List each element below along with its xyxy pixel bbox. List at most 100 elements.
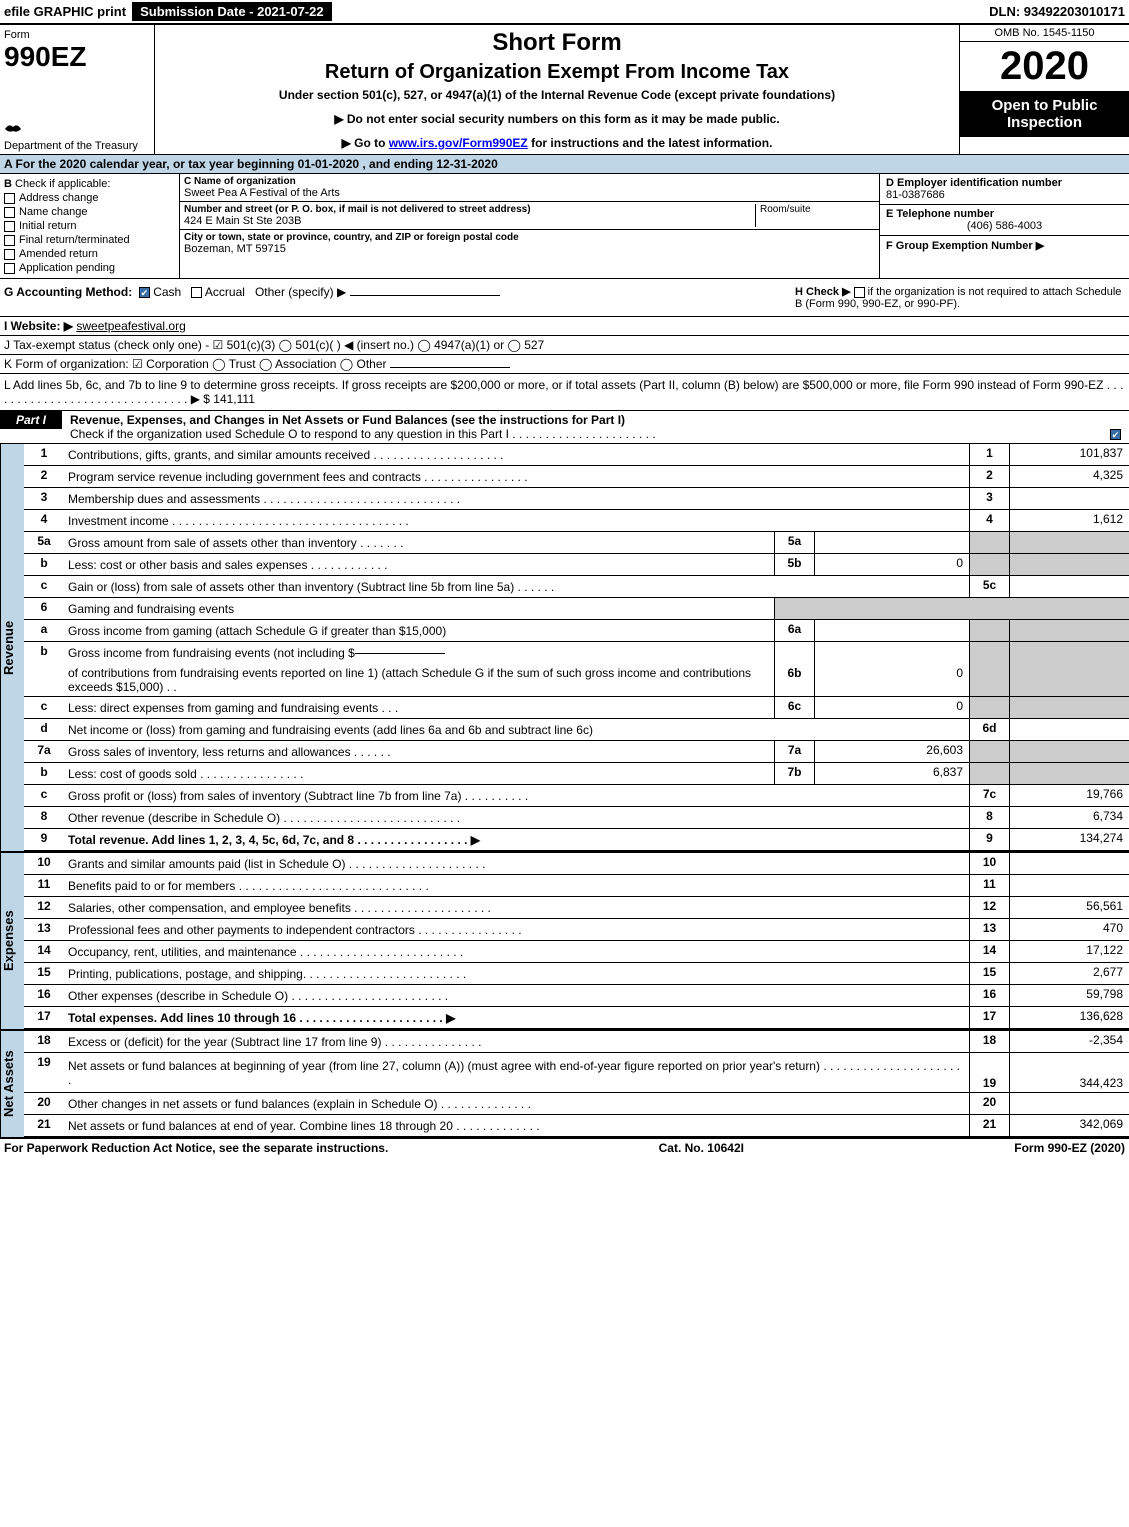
6b-amount-input[interactable]: [355, 653, 445, 654]
line-desc: Grants and similar amounts paid (list in…: [64, 853, 969, 874]
h-schedule-b: H Check ▶ if the organization is not req…: [795, 285, 1125, 310]
line-desc: Less: direct expenses from gaming and fu…: [64, 697, 774, 718]
department-label: Department of the Treasury: [4, 140, 138, 152]
line-num: 17: [24, 1007, 64, 1028]
line-rnum: 13: [969, 919, 1009, 940]
line-desc: Program service revenue including govern…: [64, 466, 969, 487]
line-num: 6: [24, 598, 64, 619]
line-17: 17 Total expenses. Add lines 10 through …: [24, 1007, 1129, 1029]
line-rval: 470: [1009, 919, 1129, 940]
ein-value: 81-0387686: [886, 189, 1123, 201]
line-num: 21: [24, 1115, 64, 1136]
irs-link[interactable]: www.irs.gov/Form990EZ: [389, 136, 528, 150]
line-rnum-shaded: [969, 741, 1009, 762]
line-num: 16: [24, 985, 64, 1006]
line-snum: 7a: [774, 741, 814, 762]
line-11: 11 Benefits paid to or for members . . .…: [24, 875, 1129, 897]
goto-note: ▶ Go to www.irs.gov/Form990EZ for instru…: [159, 136, 955, 150]
line-num: 4: [24, 510, 64, 531]
line-rnum: 21: [969, 1115, 1009, 1136]
checkbox-icon: [4, 221, 15, 232]
return-title: Return of Organization Exempt From Incom…: [159, 61, 955, 84]
line-rnum-shaded: [969, 532, 1009, 553]
other-specify-input[interactable]: [350, 295, 500, 296]
line-16: 16 Other expenses (describe in Schedule …: [24, 985, 1129, 1007]
part-i-subtitle: Check if the organization used Schedule …: [70, 427, 656, 441]
line-desc: Net income or (loss) from gaming and fun…: [64, 719, 969, 740]
line-num: 13: [24, 919, 64, 940]
checkbox-application-pending[interactable]: Application pending: [4, 262, 175, 274]
expenses-side-label: Expenses: [0, 853, 24, 1029]
checkbox-name-change[interactable]: Name change: [4, 206, 175, 218]
part-i-label: Part I: [0, 411, 62, 429]
checkbox-final-return[interactable]: Final return/terminated: [4, 234, 175, 246]
line-desc: Less: cost or other basis and sales expe…: [64, 554, 774, 575]
footer-mid: Cat. No. 10642I: [659, 1141, 744, 1155]
line-snum: 6c: [774, 697, 814, 718]
line-num: 1: [24, 444, 64, 465]
line-5b: b Less: cost or other basis and sales ex…: [24, 554, 1129, 576]
line-rnum: 11: [969, 875, 1009, 896]
line-rnum: 2: [969, 466, 1009, 487]
line-desc: Professional fees and other payments to …: [64, 919, 969, 940]
checkbox-label: Application pending: [19, 262, 115, 274]
line-sval: [814, 620, 969, 641]
b-text: Check if applicable:: [15, 178, 110, 190]
city-label: City or town, state or province, country…: [184, 232, 519, 243]
line-desc: Occupancy, rent, utilities, and maintena…: [64, 941, 969, 962]
line-sval: [814, 532, 969, 553]
checkbox-address-change[interactable]: Address change: [4, 192, 175, 204]
website-value: sweetpeafestival.org: [76, 319, 185, 333]
line-snum: 7b: [774, 763, 814, 784]
line-3: 3 Membership dues and assessments . . . …: [24, 488, 1129, 510]
tax-year-row: A For the 2020 calendar year, or tax yea…: [0, 155, 1129, 174]
accounting-method: G Accounting Method: Cash Accrual Other …: [4, 285, 795, 310]
accrual-checkbox[interactable]: [191, 287, 202, 298]
h-checkbox[interactable]: [854, 287, 865, 298]
line-rval-shaded: [1009, 664, 1129, 696]
line-desc: Other expenses (describe in Schedule O) …: [64, 985, 969, 1006]
line-17-bold: Total expenses. Add lines 10 through 16 …: [68, 1011, 455, 1025]
line-7b: b Less: cost of goods sold . . . . . . .…: [24, 763, 1129, 785]
line-num: 5a: [24, 532, 64, 553]
cash-label: Cash: [153, 285, 181, 299]
line-rval: [1009, 488, 1129, 509]
line-num: b: [24, 554, 64, 575]
line-rnum: 4: [969, 510, 1009, 531]
checkbox-amended-return[interactable]: Amended return: [4, 248, 175, 260]
part-i-header: Part I Revenue, Expenses, and Changes in…: [0, 411, 1129, 444]
b-label: B: [4, 178, 12, 190]
line-sval: 0: [814, 554, 969, 575]
group-exemption-row: F Group Exemption Number ▶: [880, 236, 1129, 255]
line-rval: 2,677: [1009, 963, 1129, 984]
line-14: 14 Occupancy, rent, utilities, and maint…: [24, 941, 1129, 963]
line-num: 14: [24, 941, 64, 962]
checkbox-initial-return[interactable]: Initial return: [4, 220, 175, 232]
form-of-org-row: K Form of organization: ☑ Corporation ◯ …: [0, 355, 1129, 374]
schedule-o-checkbox[interactable]: [1110, 429, 1121, 440]
line-rnum: 20: [969, 1093, 1009, 1114]
efile-label: efile GRAPHIC print: [4, 4, 126, 19]
checkbox-label: Amended return: [19, 248, 98, 260]
line-desc: Gross profit or (loss) from sales of inv…: [64, 785, 969, 806]
line-12: 12 Salaries, other compensation, and emp…: [24, 897, 1129, 919]
cash-checkbox[interactable]: [139, 287, 150, 298]
section-c: C Name of organization Sweet Pea A Festi…: [180, 174, 879, 278]
form-number: 990EZ: [4, 41, 150, 73]
line-desc: Salaries, other compensation, and employ…: [64, 897, 969, 918]
phone-value: (406) 586-4003: [886, 220, 1123, 232]
line-num: 20: [24, 1093, 64, 1114]
line-desc: Investment income . . . . . . . . . . . …: [64, 510, 969, 531]
k-other-input[interactable]: [390, 367, 510, 368]
blank: [774, 642, 814, 664]
l-text: L Add lines 5b, 6c, and 7b to line 9 to …: [4, 378, 1123, 406]
line-desc: Benefits paid to or for members . . . . …: [64, 875, 969, 896]
line-rval: [1009, 853, 1129, 874]
line-num: b: [24, 763, 64, 784]
footer-left: For Paperwork Reduction Act Notice, see …: [4, 1141, 388, 1155]
gh-row: G Accounting Method: Cash Accrual Other …: [0, 279, 1129, 317]
line-desc: Gross amount from sale of assets other t…: [64, 532, 774, 553]
dln-number: DLN: 93492203010171: [989, 4, 1125, 19]
line-rnum: 19: [969, 1053, 1009, 1092]
line-rval: 56,561: [1009, 897, 1129, 918]
